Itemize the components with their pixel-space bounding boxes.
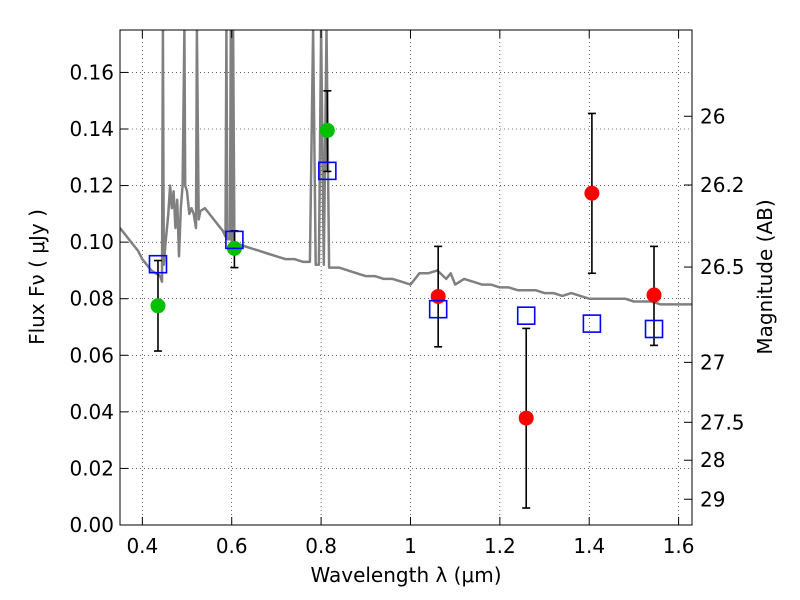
x-tick-label: 1: [404, 534, 417, 558]
red-data-point: [430, 288, 446, 304]
y-tick-label: 0.02: [69, 456, 114, 480]
x-tick-label: 1.4: [573, 534, 605, 558]
right-axis-ticks: 26 26.2 26.5 27 27.5 28 29: [684, 104, 745, 511]
x-tick-label: 1.6: [663, 534, 695, 558]
y-tick-label: 0.00: [69, 513, 114, 537]
model-square-marker: [644, 319, 664, 339]
y-tick-label: 0.16: [69, 60, 114, 84]
model-square-marker: [516, 306, 536, 325]
x-axis-ticks: 0.4 0.6 0.8 1 1.2 1.4 1.6: [126, 30, 695, 558]
right-tick-label: 26.2: [700, 173, 745, 197]
right-tick-label: 26.5: [700, 255, 745, 279]
model-square-marker: [225, 230, 244, 250]
y-tick-label: 0.14: [69, 117, 114, 141]
right-tick-label: 29: [700, 487, 725, 511]
x-tick-label: 0.4: [126, 534, 158, 558]
data-markers: [148, 122, 664, 426]
red-data-point: [584, 185, 600, 201]
model-spectrum: [120, 30, 692, 306]
right-axis-title: Magnitude (AB): [753, 199, 777, 354]
spectrum-line: [120, 30, 692, 306]
green-data-point: [319, 122, 335, 138]
model-square-marker: [582, 314, 602, 333]
plot-frame: [119, 29, 693, 526]
x-tick-label: 0.6: [216, 534, 248, 558]
y-tick-label: 0.10: [69, 230, 114, 254]
right-tick-label: 26: [700, 104, 725, 128]
right-tick-label: 27: [700, 350, 725, 374]
y-tick-label: 0.12: [69, 174, 114, 198]
right-tick-label: 28: [700, 448, 725, 472]
green-data-point: [150, 298, 166, 314]
model-square-marker: [428, 299, 448, 319]
x-tick-label: 1.2: [484, 534, 516, 558]
red-data-point: [518, 410, 534, 426]
y-tick-label: 0.06: [69, 343, 114, 367]
y-tick-label: 0.04: [69, 400, 114, 424]
plot-area: [120, 30, 692, 525]
red-data-point: [646, 287, 662, 303]
x-axis-title: Wavelength λ (μm): [310, 563, 501, 587]
y-axis-title: Flux Fν ( μJy ): [25, 209, 49, 345]
model-square-marker: [318, 161, 337, 181]
y-axis-ticks: 0.00 0.02 0.04 0.06 0.08 0.10 0.12 0.14 0.16: [69, 60, 128, 537]
model-square-marker: [148, 254, 168, 274]
x-tick-label: 0.8: [305, 534, 337, 558]
y-tick-label: 0.08: [69, 287, 114, 311]
right-tick-label: 27.5: [700, 410, 745, 434]
